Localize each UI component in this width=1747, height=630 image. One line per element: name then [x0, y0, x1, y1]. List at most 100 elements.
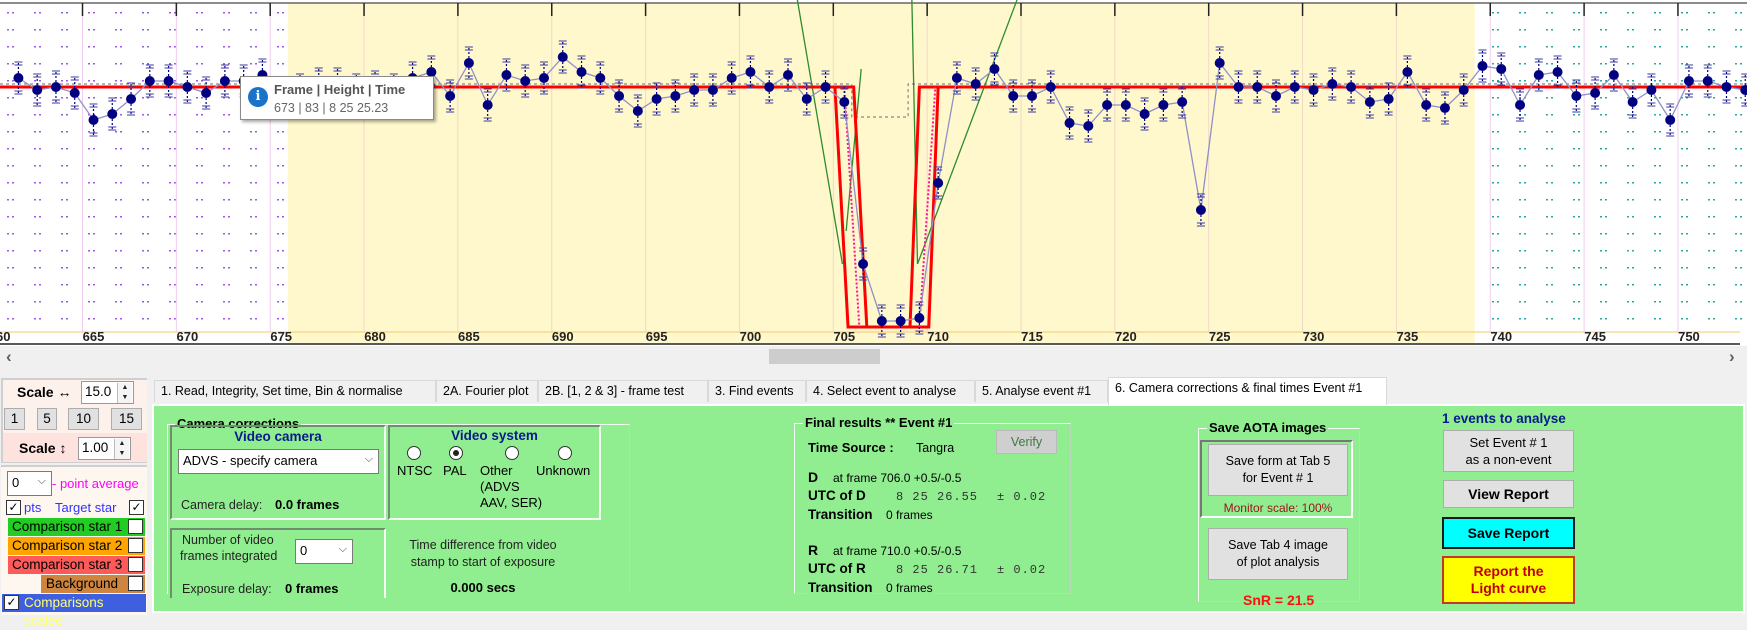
x-tick-label: 695: [646, 329, 668, 344]
utc-d-error: ± 0.02: [997, 490, 1047, 504]
data-point: [933, 178, 944, 188]
light-curve-chart[interactable]: 660 665 670 675 680 685 690 695 700 705 710 715 720 7…: [0, 0, 1747, 346]
data-point: [1233, 82, 1244, 92]
r-transition-value: 0 frames: [886, 581, 933, 595]
data-point: [107, 109, 118, 119]
data-point: [632, 106, 643, 116]
verify-button[interactable]: Verify: [996, 430, 1057, 454]
data-point: [1120, 100, 1131, 110]
data-point: [88, 115, 99, 125]
data-point: [876, 316, 887, 326]
tab-select-event[interactable]: 4. Select event to analyse: [806, 380, 975, 402]
data-point: [1702, 76, 1713, 86]
d-frame: at frame 706.0 +0.5/-0.5: [833, 471, 962, 485]
pts-label: pts: [24, 500, 42, 515]
scale-button-1[interactable]: 1: [4, 408, 25, 430]
radio-other[interactable]: [505, 446, 519, 460]
tab-analyse-event[interactable]: 5. Analyse event #1: [975, 380, 1108, 402]
data-point: [1590, 88, 1601, 98]
horizontal-scrollbar[interactable]: ‹ ›: [0, 346, 1747, 368]
x-tick-label: 675: [270, 329, 292, 344]
radio-unknown[interactable]: [558, 446, 572, 460]
target-star-checkbox[interactable]: ✓: [129, 500, 144, 515]
data-point: [839, 97, 850, 107]
d-transition-label: Transition: [808, 507, 873, 522]
data-point: [1740, 85, 1747, 95]
snr-value: SnR = 21.5: [1240, 592, 1318, 608]
data-point: [426, 67, 437, 77]
r-transition-label: Transition: [808, 580, 873, 595]
radio-other-note-2: AAV, SER): [480, 495, 543, 510]
point-average-select[interactable]: 0 ⌵: [7, 471, 52, 496]
x-tick-label: 685: [458, 329, 480, 344]
data-point: [820, 82, 831, 92]
spinner-arrows-icon[interactable]: ▲ ▼: [117, 383, 132, 403]
comparisons-scaled-checkbox[interactable]: ✓: [4, 595, 19, 610]
comparison-star-3-checkbox[interactable]: [128, 557, 143, 572]
x-tick-label: 690: [552, 329, 574, 344]
tab-fourier-plot[interactable]: 2A. Fourier plot: [436, 380, 538, 402]
expected-level-dashed-line: [0, 83, 1747, 118]
chevron-right-icon[interactable]: ›: [1729, 347, 1735, 366]
data-point: [1177, 97, 1188, 107]
save-tab4-image-button[interactable]: Save Tab 4 image of plot analysis: [1208, 528, 1348, 580]
chevron-down-icon: ⌵: [37, 475, 46, 487]
video-camera-title: Video camera: [234, 429, 322, 444]
data-point: [576, 67, 587, 77]
background-checkbox[interactable]: [128, 576, 143, 591]
pts-checkbox[interactable]: ✓: [6, 500, 21, 515]
scale-h-input[interactable]: 15.0 ▲ ▼: [81, 381, 134, 404]
exposure-delay-value: 0 frames: [285, 581, 339, 596]
data-point: [1477, 61, 1488, 71]
data-point: [219, 76, 230, 86]
frames-integrated-box: [170, 528, 386, 598]
data-point: [1496, 64, 1507, 74]
video-system-title: Video system: [451, 428, 538, 443]
scale-button-15[interactable]: 15: [111, 408, 142, 430]
scale-v-input[interactable]: 1.00 ▲ ▼: [78, 437, 131, 460]
save-form-frame: [1200, 440, 1353, 518]
data-point: [989, 64, 1000, 74]
data-point: [895, 316, 906, 326]
data-point: [163, 76, 174, 86]
monitor-scale: Monitor scale: 100%: [1223, 501, 1333, 515]
data-point: [1008, 91, 1019, 101]
view-report-button[interactable]: View Report: [1443, 480, 1574, 508]
data-point: [1289, 82, 1300, 92]
scrollbar-thumb[interactable]: [769, 349, 880, 364]
spinner-arrows-icon[interactable]: ▲ ▼: [114, 439, 129, 459]
data-point: [858, 259, 869, 269]
data-point: [1646, 85, 1657, 95]
time-source-value: Tangra: [916, 441, 955, 455]
radio-pal-label: PAL: [443, 463, 467, 478]
data-point: [726, 73, 737, 83]
tab-camera-corrections[interactable]: 6. Camera corrections & final times Even…: [1108, 377, 1387, 405]
save-report-button[interactable]: Save Report: [1442, 517, 1575, 549]
comparison-star-1-row: Comparison star 1: [8, 518, 145, 536]
data-point: [951, 73, 962, 83]
camera-select[interactable]: ADVS - specify camera ⌵: [178, 449, 379, 474]
set-non-event-button[interactable]: Set Event # 1 as a non-event: [1443, 430, 1574, 472]
scale-button-5[interactable]: 5: [37, 408, 57, 430]
data-point: [1252, 82, 1263, 92]
tab-read-integrity[interactable]: 1. Read, Integrity, Set time, Bin & norm…: [154, 380, 436, 402]
frames-integrated-select[interactable]: 0 ⌵: [295, 539, 353, 564]
report-light-curve-button[interactable]: Report the Light curve: [1442, 556, 1575, 604]
tab-find-events[interactable]: 3. Find events: [708, 380, 806, 402]
tab-frame-test[interactable]: 2B. [1, 2 & 3] - frame test: [538, 380, 708, 402]
comparison-star-2-checkbox[interactable]: [128, 538, 143, 553]
radio-pal[interactable]: [449, 446, 463, 460]
camera-delay-label: Camera delay:: [181, 498, 263, 512]
data-point: [651, 94, 662, 104]
chevron-left-icon[interactable]: ‹: [6, 347, 12, 366]
fit-line: [845, 68, 862, 232]
comparison-star-1-checkbox[interactable]: [128, 519, 143, 534]
scale-button-10[interactable]: 10: [68, 408, 99, 430]
data-point-tooltip: i Frame | Height | Time 673 | 83 | 8 25 …: [240, 76, 434, 120]
radio-ntsc[interactable]: [407, 446, 421, 460]
data-point: [1064, 118, 1075, 128]
comparison-star-2-row: Comparison star 2: [8, 537, 145, 555]
data-point: [1158, 100, 1169, 110]
save-form-tab5-button[interactable]: Save form at Tab 5 for Event # 1: [1208, 444, 1348, 496]
data-point: [50, 82, 61, 92]
